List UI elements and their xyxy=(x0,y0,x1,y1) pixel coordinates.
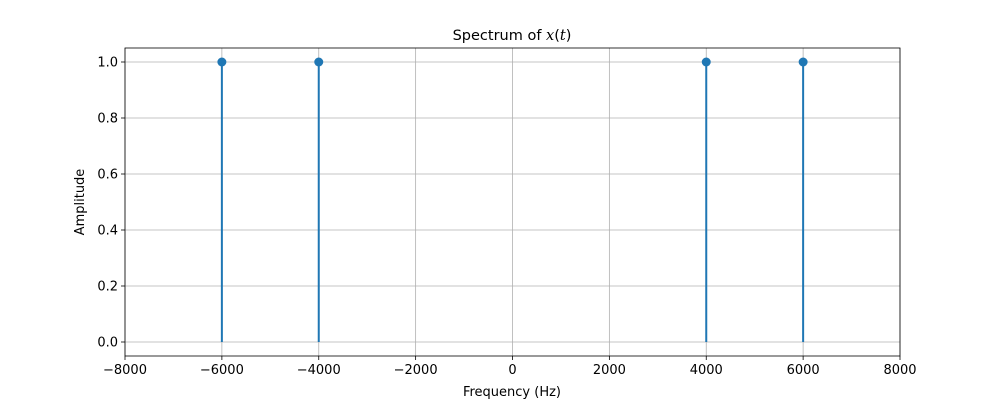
x-tick-label: −8000 xyxy=(103,363,147,378)
x-tick-label: −2000 xyxy=(394,363,438,378)
y-tick-label: 0.8 xyxy=(97,112,118,127)
y-tick-label: 0.6 xyxy=(97,168,118,183)
stem-marker xyxy=(798,57,808,67)
stem-series xyxy=(217,57,808,342)
x-tick-label: 2000 xyxy=(593,363,626,378)
x-tick-label: −6000 xyxy=(200,363,244,378)
x-axis-ticks: −8000 −6000 −4000 −2000 0 2000 4000 6000 8000 xyxy=(103,356,917,378)
x-tick-label: −4000 xyxy=(297,363,341,378)
stem-marker xyxy=(314,57,324,67)
x-tick-label: 4000 xyxy=(690,363,723,378)
y-axis-ticks: 0.0 0.2 0.4 0.6 0.8 1.0 xyxy=(97,56,125,351)
chart-title: Spectrum of x(t) xyxy=(453,28,572,44)
x-tick-label: 0 xyxy=(508,363,516,378)
y-tick-label: 0.2 xyxy=(97,280,118,295)
x-tick-label: 6000 xyxy=(787,363,820,378)
y-axis-label: Amplitude xyxy=(73,169,88,236)
x-axis-label: Frequency (Hz) xyxy=(463,385,561,400)
y-tick-label: 0.4 xyxy=(97,224,118,239)
grid-lines xyxy=(124,48,901,356)
x-tick-label: 8000 xyxy=(883,363,916,378)
stem-marker xyxy=(217,57,227,67)
stem-marker xyxy=(701,57,711,67)
y-tick-label: 1.0 xyxy=(97,56,118,71)
y-tick-label: 0.0 xyxy=(97,336,118,351)
